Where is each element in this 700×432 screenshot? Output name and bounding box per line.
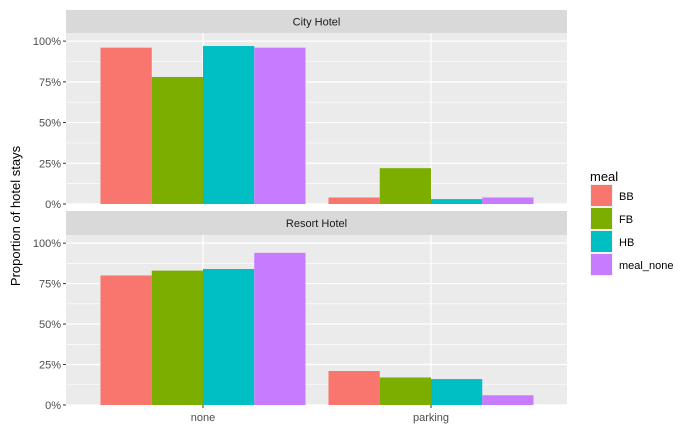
- bar-BB-parking: [328, 371, 380, 405]
- bar-meal_none-parking: [482, 197, 534, 204]
- legend-label-FB: FB: [619, 214, 633, 226]
- y-tick-label: 0%: [45, 199, 61, 211]
- bar-HB-none: [203, 269, 255, 405]
- y-tick-label: 25%: [39, 360, 61, 372]
- bar-BB-none: [100, 275, 152, 405]
- facet-strip: [66, 10, 567, 33]
- bar-BB-none: [100, 47, 152, 205]
- y-tick-label: 50%: [39, 118, 61, 130]
- y-tick-label: 75%: [39, 77, 61, 89]
- y-axis-title: Proportion of hotel stays: [8, 145, 23, 286]
- facet-panel-1: Resort Hotel 0% 25% 50% 75% 100% none parking: [33, 211, 567, 424]
- bar-meal_none-none: [254, 252, 306, 405]
- bar-BB-parking: [328, 197, 380, 204]
- bar-meal_none-none: [254, 47, 306, 205]
- bar-FB-parking: [379, 168, 431, 204]
- y-tick-label: 100%: [33, 36, 61, 48]
- legend-title: meal: [590, 169, 618, 184]
- legend-items: BB FB HB meal_none: [590, 184, 673, 276]
- panels-layer: City Hotel 0% 25% 50% 75% 100% Resort Hotel 0% 2…: [33, 10, 567, 424]
- x-tick-label: parking: [413, 412, 449, 424]
- facet-strip-label: City Hotel: [293, 17, 341, 29]
- y-tick-label: 50%: [39, 319, 61, 331]
- bar-FB-parking: [379, 377, 431, 405]
- legend-key-HB: [591, 231, 612, 252]
- y-tick-label: 25%: [39, 158, 61, 170]
- legend-key-BB: [591, 185, 612, 206]
- legend-label-BB: BB: [619, 191, 634, 203]
- bar-meal_none-parking: [482, 395, 534, 405]
- y-tick-label: 0%: [45, 400, 61, 412]
- bar-HB-parking: [431, 199, 483, 204]
- bar-FB-none: [151, 270, 203, 405]
- bar-HB-parking: [431, 379, 483, 405]
- legend-label-HB: HB: [619, 237, 634, 249]
- facet-strip: [66, 211, 567, 235]
- x-tick-label: none: [191, 412, 215, 424]
- legend-key-FB: [591, 208, 612, 229]
- y-tick-label: 100%: [33, 238, 61, 250]
- legend-key-meal_none: [591, 254, 612, 275]
- legend: meal BB FB HB meal_none: [590, 169, 673, 276]
- bar-HB-none: [203, 46, 255, 205]
- facet-strip-label: Resort Hotel: [286, 218, 347, 230]
- facet-panel-0: City Hotel 0% 25% 50% 75% 100%: [33, 10, 567, 211]
- legend-label-meal_none: meal_none: [619, 260, 673, 272]
- y-tick-label: 75%: [39, 279, 61, 291]
- bar-FB-none: [151, 76, 203, 204]
